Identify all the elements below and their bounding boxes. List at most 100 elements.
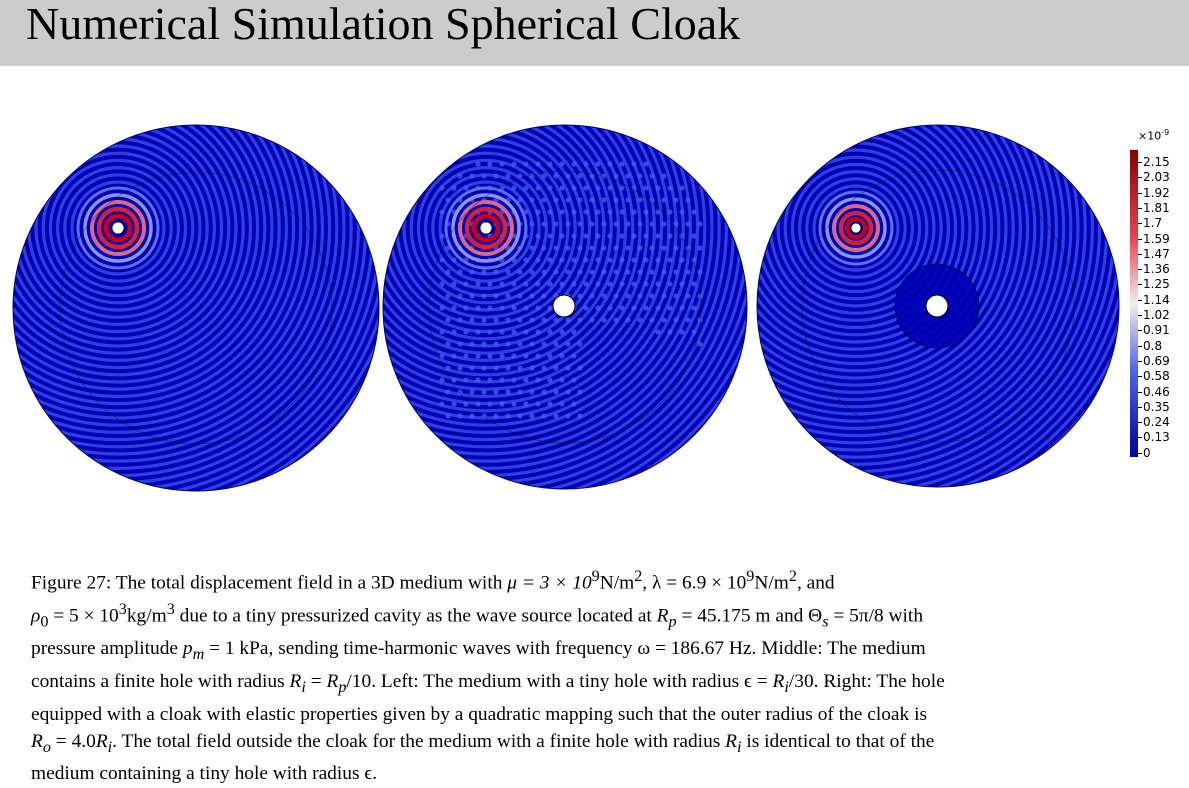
interference-spot [565, 317, 571, 323]
interference-spot [655, 257, 661, 263]
interference-spot [541, 365, 547, 371]
interference-spot [655, 209, 661, 215]
colorbar-tick [1138, 330, 1142, 332]
wavefront-ring [13, 125, 245, 355]
cloaked-hole [925, 294, 949, 318]
interference-spot [559, 257, 565, 263]
interference-spot [583, 209, 589, 215]
interference-spot [667, 329, 673, 335]
interference-spot [535, 377, 541, 383]
interference-spot [511, 161, 517, 167]
wavefront-ring [13, 125, 260, 370]
colorbar-tick [1138, 177, 1142, 179]
interference-spot [607, 209, 613, 215]
caption-line-6: Ro = 4.0Ri. The total field outside the … [31, 730, 935, 756]
wavefront-ring [13, 125, 303, 413]
wavefront-ring [383, 125, 592, 334]
wavefront-ring [13, 125, 332, 442]
interference-spot [457, 173, 463, 179]
interference-spot [475, 329, 481, 335]
wavefront-ring [383, 125, 714, 456]
interference-spot [529, 389, 535, 395]
caption-line-3: pressure amplitude pm = 1 kPa, sending t… [31, 638, 926, 664]
interference-spot [439, 233, 445, 239]
interference-spot [493, 413, 499, 419]
interference-spot [445, 413, 451, 419]
interference-spot [535, 353, 541, 359]
interference-spot [595, 257, 601, 263]
interference-spot [487, 161, 493, 167]
colorbar-tick-label: 0.8 [1143, 338, 1163, 353]
interference-spot [697, 317, 703, 323]
interference-spot [571, 329, 577, 335]
interference-spot [601, 293, 607, 299]
interference-spot [481, 293, 487, 299]
interference-spot [523, 329, 529, 335]
wavefront-ring [757, 125, 979, 351]
interference-spot [619, 281, 625, 287]
interference-spot [505, 365, 511, 371]
interference-spot [619, 257, 625, 263]
interference-spot [517, 173, 523, 179]
interference-spot [637, 317, 643, 323]
wavefront-ring [13, 125, 267, 377]
interference-spot [559, 401, 565, 407]
interference-spot [613, 173, 619, 179]
caption-line-2: ρ0 = 5 × 103kg/m3 due to a tiny pressuri… [31, 601, 924, 631]
wavefront-ring [13, 125, 288, 398]
interference-spot [541, 413, 547, 419]
interference-spot [571, 209, 577, 215]
interference-spot [529, 221, 535, 227]
interference-spot [613, 221, 619, 227]
interference-spot [469, 173, 475, 179]
colorbar-tick-label: 1.81 [1143, 200, 1170, 215]
interference-spot [547, 161, 553, 167]
wavefront-ring [13, 125, 310, 420]
wavefront-ring [383, 125, 707, 449]
wavefront-ring [757, 125, 1022, 394]
interference-spot [529, 413, 535, 419]
wavefront-ring [13, 125, 231, 341]
interference-spot [565, 197, 571, 203]
wavefront-ring [757, 125, 1037, 409]
interference-spot [601, 269, 607, 275]
interference-spot [523, 257, 529, 263]
colorbar-tick-label: 0.24 [1143, 415, 1170, 430]
interference-spot [625, 221, 631, 227]
interference-spot [541, 341, 547, 347]
title-bar: Numerical Simulation Spherical Cloak [0, 0, 1189, 66]
wavefront-ring [757, 125, 1087, 459]
interference-spot [469, 317, 475, 323]
interference-spot [439, 281, 445, 287]
interference-spot [631, 281, 637, 287]
interference-spot [697, 341, 703, 347]
interference-spot [673, 269, 679, 275]
wavefront-ring [13, 125, 238, 348]
interference-spot [577, 317, 583, 323]
interference-spot [631, 161, 637, 167]
colorbar-tick-label: 1.92 [1143, 185, 1170, 200]
wavefront-ring [757, 125, 1066, 438]
wavefront-ring [383, 125, 685, 427]
interference-spot [583, 161, 589, 167]
wavefront-ring [812, 184, 900, 272]
interference-spot [547, 353, 553, 359]
interference-spot [649, 197, 655, 203]
interference-spot [553, 173, 559, 179]
wavefront-ring [383, 125, 620, 362]
interference-spot [547, 185, 553, 191]
interference-spot [553, 389, 559, 395]
panel-middle-plot [382, 124, 748, 490]
colorbar-tick-label: 1.36 [1143, 262, 1170, 277]
interference-spot [439, 401, 445, 407]
wavefront-ring [13, 125, 346, 456]
colorbar-tick [1138, 437, 1142, 439]
wavefront-ring [70, 180, 166, 276]
interference-spot [565, 221, 571, 227]
interference-spot [499, 401, 505, 407]
interference-spot [505, 341, 511, 347]
interference-spot [613, 293, 619, 299]
interference-spot [523, 281, 529, 287]
interference-spot [535, 281, 541, 287]
interference-spot [589, 197, 595, 203]
